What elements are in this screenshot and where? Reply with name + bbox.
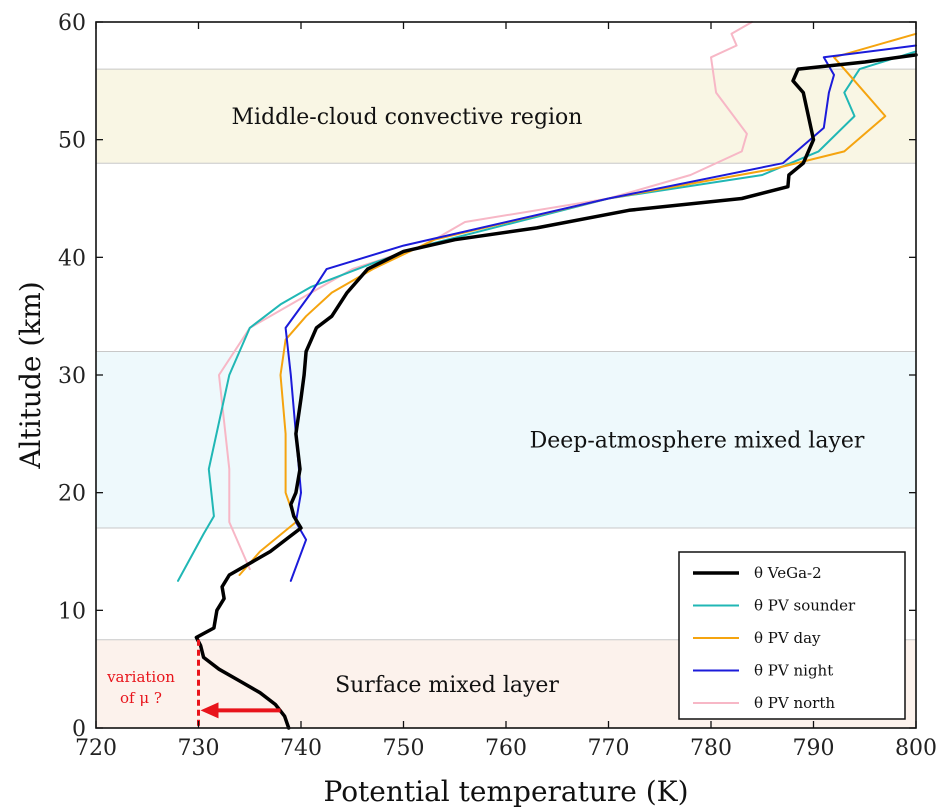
- x-tick-label: 770: [588, 736, 630, 761]
- y-tick-label: 60: [58, 11, 86, 36]
- x-axis-title: Potential temperature (K): [323, 775, 688, 808]
- x-tick-label: 730: [178, 736, 220, 761]
- series-line: [238, 32, 917, 576]
- region-labels-layer: Middle-cloud convective region Deep-atmos…: [232, 105, 865, 698]
- x-tick-label: 760: [485, 736, 527, 761]
- region-label: Deep-atmosphere mixed layer: [530, 429, 865, 454]
- region-band: [96, 69, 916, 164]
- ticks-layer: 720 730 740 750 760 770 780 790 800 0 10 20 30 40 50 60: [58, 11, 937, 761]
- legend-label: θ PV sounder: [754, 597, 856, 615]
- legend-box: [678, 551, 906, 720]
- annotation-text-line2: of μ ?: [120, 689, 162, 707]
- y-tick-label: 40: [58, 246, 86, 271]
- series-line: [218, 21, 753, 571]
- legend-label: θ PV day: [754, 629, 821, 647]
- y-tick-label: 30: [58, 364, 86, 389]
- x-tick-label: 790: [793, 736, 835, 761]
- y-tick-label: 0: [72, 717, 86, 742]
- y-tick-label: 50: [58, 129, 86, 154]
- legend: θ VeGa-2 θ PV sounder θ PV day θ PV night θ …: [678, 551, 906, 720]
- annotation-layer: variation of μ ?: [106, 639, 281, 728]
- y-axis-title: Altitude (km): [14, 281, 47, 469]
- legend-label: θ PV north: [754, 694, 835, 712]
- x-tick-label: 720: [75, 736, 117, 761]
- region-label: Surface mixed layer: [335, 673, 559, 698]
- x-tick-label: 750: [383, 736, 425, 761]
- legend-label: θ VeGa-2: [754, 564, 822, 582]
- series-line: [177, 50, 917, 582]
- y-tick-label: 10: [58, 599, 86, 624]
- x-tick-label: 740: [280, 736, 322, 761]
- legend-label: θ PV night: [754, 662, 833, 680]
- annotation-arrowhead: [200, 702, 219, 719]
- region-band: [96, 351, 916, 528]
- x-tick-label: 780: [690, 736, 732, 761]
- x-tick-label: 800: [895, 736, 937, 761]
- y-tick-label: 20: [58, 482, 86, 507]
- region-label: Middle-cloud convective region: [232, 105, 583, 130]
- annotation-text-line1: variation: [106, 668, 175, 686]
- series-line: [284, 44, 917, 582]
